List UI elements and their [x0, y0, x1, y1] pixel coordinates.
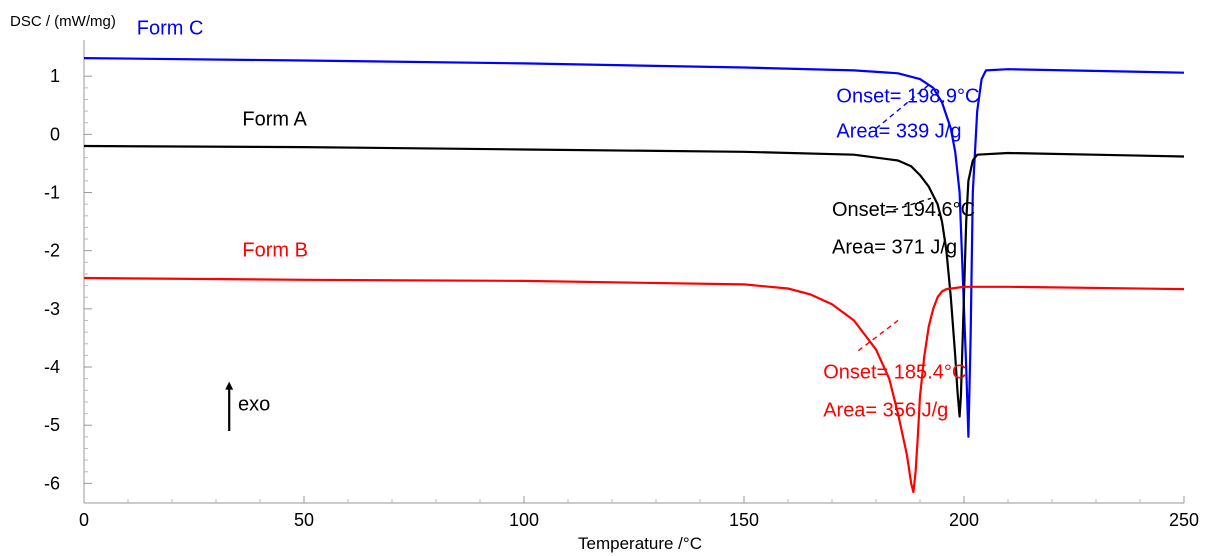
exo-arrow-head: [225, 381, 234, 390]
y-tick-label: -1: [44, 183, 60, 203]
onset-a: Onset= 194.6°C: [832, 199, 975, 221]
area-c: Area= 339 J/g: [836, 120, 961, 142]
y-tick-label: -5: [44, 415, 60, 435]
onset-b: Onset= 185.4°C: [823, 362, 966, 384]
series-line-form-b: [83, 276, 1185, 494]
label-form-c: Form C: [137, 17, 204, 39]
series-line-form-c: [83, 57, 1185, 438]
axes: 1 0 -1 -2 -3 -4 -5 -6 0 50 100 150 200 250: [44, 40, 1199, 530]
y-tick-label: 0: [50, 124, 60, 144]
exo-label: exo: [238, 394, 270, 416]
x-tick-label: 0: [79, 510, 89, 530]
y-tick-label: -3: [44, 299, 60, 319]
onset-c: Onset= 198.9°C: [836, 85, 979, 107]
x-tick-label: 50: [294, 510, 314, 530]
x-tick-label: 250: [1169, 510, 1199, 530]
x-tick-label: 100: [509, 510, 539, 530]
exo-arrow: [225, 381, 234, 432]
leader-layer: [857, 84, 932, 352]
y-tick-label: -2: [44, 241, 60, 261]
series-line-form-a: [83, 144, 1185, 418]
leader-c: [875, 84, 930, 130]
leader-a: [884, 197, 932, 214]
y-tick-label: -4: [44, 357, 60, 377]
series-layer: [83, 57, 1185, 494]
x-axis-label: Temperature /°C: [578, 534, 702, 553]
y-tick-label: -6: [44, 473, 60, 493]
area-b: Area= 356 J/g: [823, 399, 948, 421]
x-tick-label: 150: [729, 510, 759, 530]
label-form-a: Form A: [242, 109, 307, 131]
y-tick-label: 1: [50, 66, 60, 86]
label-form-b: Form B: [242, 240, 308, 262]
area-a: Area= 371 J/g: [832, 237, 957, 259]
y-axis-label: DSC / (mW/mg): [10, 13, 116, 30]
annotation-layer: Form C Form A Form B Onset= 198.9°C Area= 33…: [137, 17, 980, 421]
x-tick-label: 200: [949, 510, 979, 530]
